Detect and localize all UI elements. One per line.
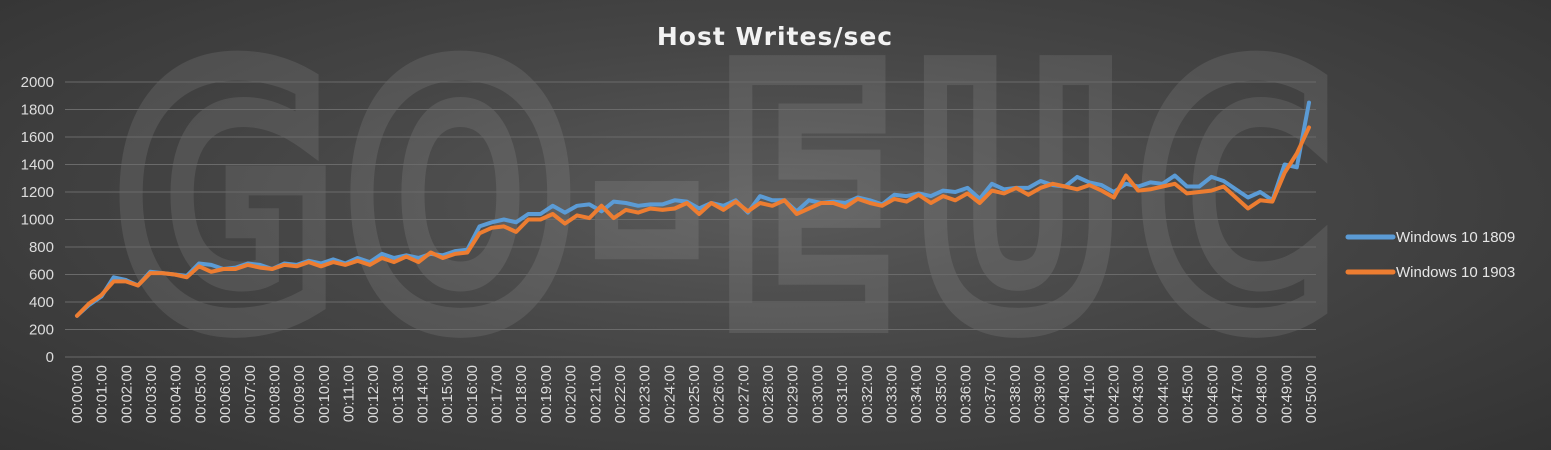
x-tick-label: 00:27:00 (735, 365, 752, 423)
x-tick-label: 00:11:00 (340, 365, 357, 422)
y-tick-label: 400 (29, 294, 54, 311)
x-tick-label: 00:15:00 (439, 365, 456, 423)
x-tick-label: 00:12:00 (365, 365, 382, 423)
x-tick-label: 00:49:00 (1278, 365, 1295, 423)
x-tick-label: 00:48:00 (1254, 365, 1271, 423)
x-tick-label: 00:04:00 (168, 365, 185, 423)
x-tick-label: 00:23:00 (637, 365, 654, 423)
x-tick-label: 00:19:00 (538, 365, 555, 423)
x-tick-label: 00:24:00 (661, 365, 678, 423)
y-tick-label: 1800 (21, 102, 54, 119)
x-tick-label: 00:14:00 (415, 365, 432, 423)
y-tick-label: 800 (29, 239, 54, 256)
x-tick-label: 00:45:00 (1180, 365, 1197, 423)
x-tick-label: 00:25:00 (686, 365, 703, 423)
x-tick-label: 00:39:00 (1032, 365, 1049, 423)
legend-label: Windows 10 1903 (1396, 264, 1515, 281)
x-tick-label: 00:08:00 (266, 365, 283, 423)
x-tick-label: 00:13:00 (390, 365, 407, 423)
x-tick-label: 00:30:00 (809, 365, 826, 423)
legend-label: Windows 10 1809 (1396, 229, 1515, 246)
x-tick-label: 00:37:00 (982, 365, 999, 423)
x-tick-label: 00:01:00 (94, 365, 111, 423)
x-tick-label: 00:26:00 (711, 365, 728, 423)
x-tick-label: 00:33:00 (883, 365, 900, 423)
x-tick-label: 00:09:00 (291, 365, 308, 423)
x-tick-label: 00:05:00 (192, 365, 209, 423)
x-tick-label: 00:16:00 (464, 365, 481, 423)
legend: Windows 10 1809 Windows 10 1903 (1345, 229, 1515, 281)
x-tick-label: 00:50:00 (1303, 365, 1320, 423)
series-lines (75, 100, 1311, 318)
y-tick-label: 200 (29, 322, 54, 339)
y-axis-tick-labels: 0 200 400 600 800 1000 1200 1400 1600 1800 2000 (21, 74, 54, 366)
x-tick-label: 00:06:00 (217, 365, 234, 423)
y-tick-label: 1200 (21, 184, 54, 201)
x-tick-label: 00:36:00 (957, 365, 974, 423)
series-line-2 (75, 125, 1311, 318)
x-tick-label: 00:46:00 (1204, 365, 1221, 423)
x-tick-label: 00:32:00 (859, 365, 876, 423)
x-tick-label: 00:21:00 (587, 365, 604, 423)
y-tick-label: 1400 (21, 157, 54, 174)
x-tick-label: 00:28:00 (760, 365, 777, 423)
x-tick-label: 00:43:00 (1130, 365, 1147, 423)
x-tick-label: 00:22:00 (612, 365, 629, 423)
gridlines (65, 81, 1316, 358)
x-tick-label: 00:10:00 (316, 365, 333, 423)
x-tick-label: 00:17:00 (489, 365, 506, 423)
x-tick-label: 00:35:00 (933, 365, 950, 423)
x-tick-label: 00:03:00 (143, 365, 160, 423)
y-tick-label: 2000 (21, 74, 54, 91)
x-tick-label: 00:07:00 (242, 365, 259, 423)
x-tick-label: 00:02:00 (118, 365, 135, 423)
x-tick-label: 00:40:00 (1056, 365, 1073, 423)
y-tick-label: 0 (46, 349, 54, 366)
y-tick-label: 600 (29, 267, 54, 284)
x-tick-label: 00:29:00 (785, 365, 802, 423)
chart-title: Host Writes/sec (657, 22, 893, 51)
x-tick-label: 00:41:00 (1081, 365, 1098, 423)
y-tick-label: 1000 (21, 212, 54, 229)
x-tick-label: 00:38:00 (1007, 365, 1024, 423)
x-tick-label: 00:34:00 (908, 365, 925, 423)
x-tick-label: 00:47:00 (1229, 365, 1246, 423)
x-axis-tick-labels: 00:00:00 00:01:00 00:02:00 00:03:00 00:04:00… (69, 365, 1320, 423)
x-tick-label: 00:00:00 (69, 365, 86, 423)
x-tick-label: 00:31:00 (834, 365, 851, 423)
x-tick-label: 00:44:00 (1155, 365, 1172, 423)
x-tick-label: 00:18:00 (513, 365, 530, 423)
x-tick-label: 00:20:00 (563, 365, 580, 423)
y-tick-label: 1600 (21, 129, 54, 146)
x-tick-label: 00:42:00 (1106, 365, 1123, 423)
